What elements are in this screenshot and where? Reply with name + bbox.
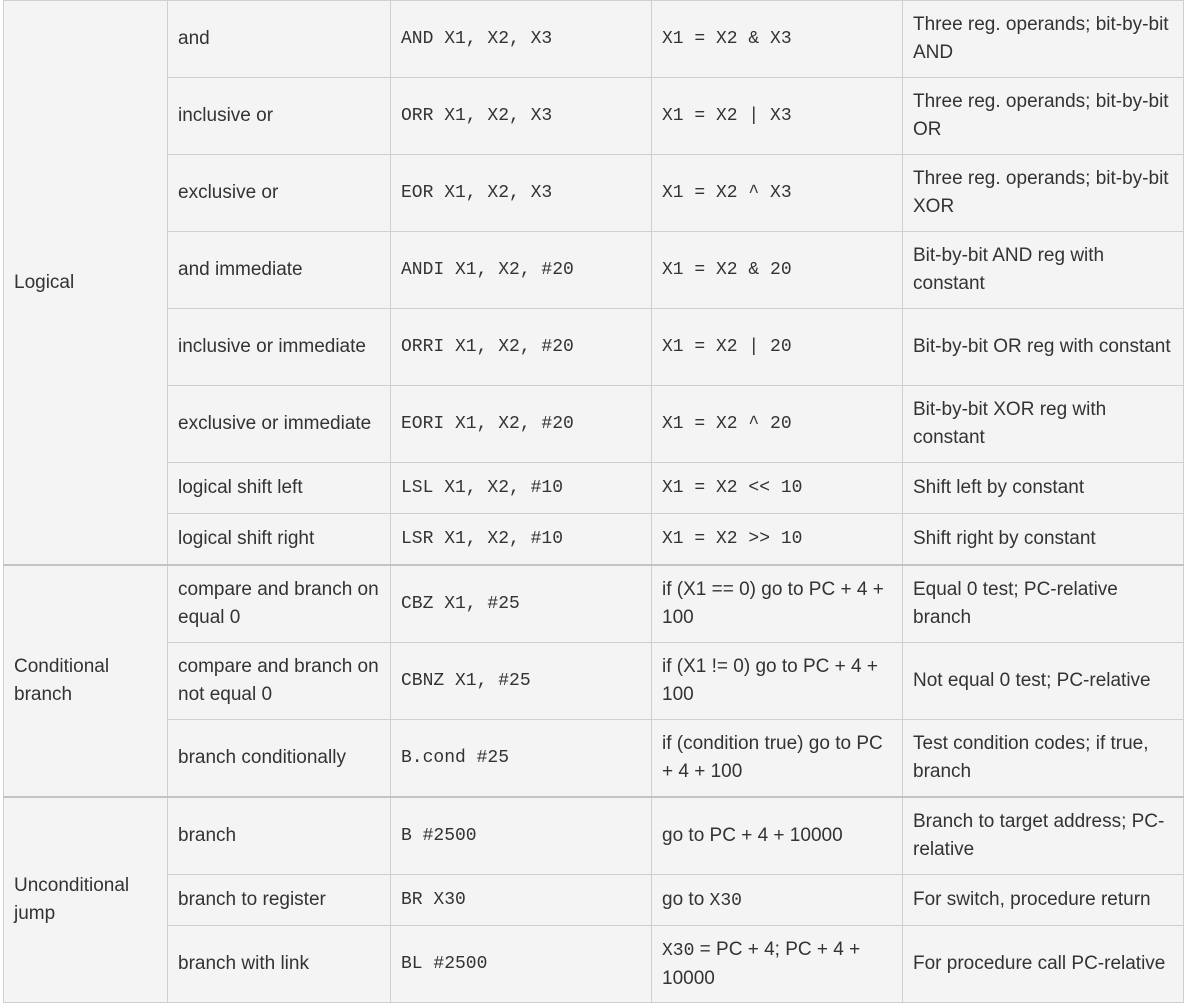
table-row: Conditional branch compare and branch on… [3,564,1184,798]
category-cell: Logical [3,0,168,566]
instruction-meaning: X1 = X2 & X3 [651,0,903,78]
table-row: branch conditionally B.cond #25 if (cond… [4,719,1184,798]
instruction-comment: Equal 0 test; PC-relative branch [902,564,1184,643]
instruction-name: logical shift left [167,462,391,514]
instruction-name: and immediate [167,231,391,309]
instruction-name: branch with link [167,925,391,1003]
instruction-comment: Shift right by constant [902,513,1184,566]
instruction-meaning: X1 = X2 | X3 [651,77,903,155]
instruction-meaning: X1 = X2 >> 10 [651,513,903,566]
instruction-example: B.cond #25 [390,719,652,798]
instruction-example: CBZ X1, #25 [390,564,652,643]
table-row: Unconditional jump branch B #2500 go to … [3,796,1184,1003]
instruction-example: EORI X1, X2, #20 [390,385,652,463]
instruction-comment: Not equal 0 test; PC-relative [902,642,1184,720]
table-row: inclusive or ORR X1, X2, X3 X1 = X2 | X3… [4,77,1184,155]
instruction-example: ORR X1, X2, X3 [390,77,652,155]
instruction-meaning: X1 = X2 << 10 [651,462,903,514]
instruction-meaning: if (X1 != 0) go to PC + 4 + 100 [651,642,903,720]
instruction-name: inclusive or immediate [167,308,391,386]
instruction-name: compare and branch on not equal 0 [167,642,391,720]
table-row: branch to register BR X30 go to X30 For … [4,874,1184,926]
instruction-example: BL #2500 [390,925,652,1003]
instruction-comment: Bit-by-bit XOR reg with constant [902,385,1184,463]
instruction-meaning: go to X30 [651,874,903,926]
instruction-name: compare and branch on equal 0 [167,564,391,643]
instruction-table: Logical and AND X1, X2, X3 X1 = X2 & X3 … [3,0,1184,1003]
table-row: logical shift right LSR X1, X2, #10 X1 =… [4,513,1184,566]
category-cell: Conditional branch [3,564,168,798]
table-row: logical shift left LSL X1, X2, #10 X1 = … [4,462,1184,514]
instruction-meaning: go to PC + 4 + 10000 [651,796,903,875]
instruction-comment: Branch to target address; PC-relative [902,796,1184,875]
instruction-comment: Three reg. operands; bit-by-bit XOR [902,154,1184,232]
meaning-prefix: go to [662,888,710,910]
table-row: exclusive or EOR X1, X2, X3 X1 = X2 ^ X3… [4,154,1184,232]
table-row: and immediate ANDI X1, X2, #20 X1 = X2 &… [4,231,1184,309]
instruction-example: AND X1, X2, X3 [390,0,652,78]
instruction-name: branch [167,796,391,875]
table-row: inclusive or immediate ORRI X1, X2, #20 … [4,308,1184,386]
instruction-meaning: X1 = X2 | 20 [651,308,903,386]
instruction-meaning: X1 = X2 ^ 20 [651,385,903,463]
instruction-comment: For procedure call PC-relative [902,925,1184,1003]
instruction-comment: Test condition codes; if true, branch [902,719,1184,798]
instruction-name: and [167,0,391,78]
instruction-meaning: X30 = PC + 4; PC + 4 + 10000 [651,925,903,1003]
instruction-example: LSR X1, X2, #10 [390,513,652,566]
meaning-register: X30 [709,890,742,911]
meaning-register: X30 [662,940,695,961]
instruction-name: inclusive or [167,77,391,155]
instruction-comment: For switch, procedure return [902,874,1184,926]
instruction-example: LSL X1, X2, #10 [390,462,652,514]
instruction-example: ANDI X1, X2, #20 [390,231,652,309]
table-row: Logical and AND X1, X2, X3 X1 = X2 & X3 … [3,0,1184,566]
meaning-suffix: = PC + 4; PC + 4 + 10000 [662,938,861,989]
instruction-meaning: if (condition true) go to PC + 4 + 100 [651,719,903,798]
instruction-name: branch conditionally [167,719,391,798]
instruction-comment: Bit-by-bit OR reg with constant [902,308,1184,386]
instruction-comment: Three reg. operands; bit-by-bit OR [902,77,1184,155]
instruction-name: exclusive or immediate [167,385,391,463]
instruction-name: branch to register [167,874,391,926]
instruction-example: B #2500 [390,796,652,875]
instruction-example: CBNZ X1, #25 [390,642,652,720]
table-row: branch with link BL #2500 X30 = PC + 4; … [4,925,1184,1003]
instruction-comment: Three reg. operands; bit-by-bit AND [902,0,1184,78]
instruction-meaning: if (X1 == 0) go to PC + 4 + 100 [651,564,903,643]
instruction-comment: Bit-by-bit AND reg with constant [902,231,1184,309]
instruction-name: exclusive or [167,154,391,232]
category-cell: Unconditional jump [3,796,168,1003]
instruction-meaning: X1 = X2 & 20 [651,231,903,309]
instruction-example: EOR X1, X2, X3 [390,154,652,232]
instruction-example: ORRI X1, X2, #20 [390,308,652,386]
instruction-name: logical shift right [167,513,391,566]
instruction-example: BR X30 [390,874,652,926]
instruction-meaning: X1 = X2 ^ X3 [651,154,903,232]
table-row: exclusive or immediate EORI X1, X2, #20 … [4,385,1184,463]
table-row: compare and branch on not equal 0 CBNZ X… [4,642,1184,720]
instruction-comment: Shift left by constant [902,462,1184,514]
